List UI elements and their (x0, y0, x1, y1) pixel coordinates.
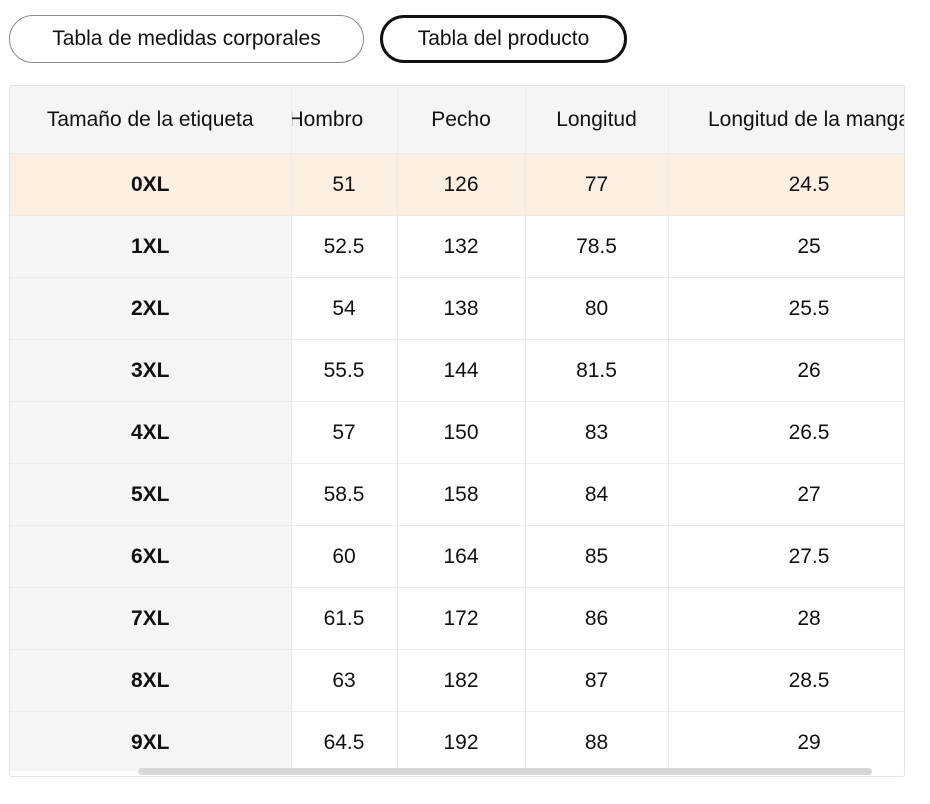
table-row: 4XL 57 150 83 26.5 (10, 401, 904, 464)
cell-sleeve: 26.5 (668, 401, 904, 464)
cell-length: 86 (525, 587, 669, 650)
cell-length: 83 (525, 401, 669, 464)
cell-length: 85 (525, 525, 669, 588)
cell-sleeve: 25 (668, 215, 904, 278)
header-length: Longitud (525, 86, 669, 154)
cell-chest: 182 (397, 649, 526, 712)
size-table-scroll-area: Tamaño de la etiqueta Hombro Pecho Longi… (10, 86, 904, 771)
cell-sleeve: 29 (668, 711, 904, 771)
cell-sleeve: 28.5 (668, 649, 904, 712)
table-row: 0XL 51 126 77 24.5 (10, 153, 904, 216)
cell-chest: 164 (397, 525, 526, 588)
size-table: Tamaño de la etiqueta Hombro Pecho Longi… (10, 86, 904, 771)
table-row: 8XL 63 182 87 28.5 (10, 649, 904, 712)
cell-size: 6XL (10, 525, 292, 588)
cell-length: 84 (525, 463, 669, 526)
cell-shoulder: 51 (291, 153, 398, 216)
horizontal-scrollbar[interactable] (10, 768, 904, 776)
tab-body-measurements[interactable]: Tabla de medidas corporales (9, 15, 364, 63)
cell-chest: 192 (397, 711, 526, 771)
cell-size: 4XL (10, 401, 292, 464)
cell-sleeve: 27.5 (668, 525, 904, 588)
header-size-label: Tamaño de la etiqueta (10, 86, 292, 154)
table-body: 0XL 51 126 77 24.5 1XL 52.5 132 78.5 25 2XL 54 138 80… (10, 153, 904, 771)
table-row: 3XL 55.5 144 81.5 26 (10, 339, 904, 402)
header-shoulder: Hombro (291, 86, 398, 154)
table-row: 2XL 54 138 80 25.5 (10, 277, 904, 340)
cell-size: 0XL (10, 153, 292, 216)
cell-sleeve: 27 (668, 463, 904, 526)
cell-chest: 150 (397, 401, 526, 464)
cell-shoulder: 60 (291, 525, 398, 588)
cell-chest: 158 (397, 463, 526, 526)
table-row: 5XL 58.5 158 84 27 (10, 463, 904, 526)
header-chest: Pecho (397, 86, 526, 154)
cell-chest: 138 (397, 277, 526, 340)
cell-length: 88 (525, 711, 669, 771)
cell-sleeve: 28 (668, 587, 904, 650)
cell-size: 9XL (10, 711, 292, 771)
cell-size: 8XL (10, 649, 292, 712)
cell-shoulder: 63 (291, 649, 398, 712)
cell-chest: 126 (397, 153, 526, 216)
cell-sleeve: 25.5 (668, 277, 904, 340)
cell-size: 7XL (10, 587, 292, 650)
cell-length: 78.5 (525, 215, 669, 278)
cell-shoulder: 52.5 (291, 215, 398, 278)
cell-shoulder: 57 (291, 401, 398, 464)
cell-size: 2XL (10, 277, 292, 340)
scrollbar-thumb[interactable] (138, 768, 872, 775)
cell-size: 5XL (10, 463, 292, 526)
cell-length: 77 (525, 153, 669, 216)
cell-length: 81.5 (525, 339, 669, 402)
cell-size: 1XL (10, 215, 292, 278)
table-row: 6XL 60 164 85 27.5 (10, 525, 904, 588)
cell-length: 80 (525, 277, 669, 340)
size-table-container[interactable]: Tamaño de la etiqueta Hombro Pecho Longi… (9, 85, 905, 777)
cell-shoulder: 61.5 (291, 587, 398, 650)
cell-chest: 132 (397, 215, 526, 278)
cell-chest: 172 (397, 587, 526, 650)
cell-chest: 144 (397, 339, 526, 402)
cell-shoulder: 58.5 (291, 463, 398, 526)
cell-sleeve: 24.5 (668, 153, 904, 216)
table-row: 9XL 64.5 192 88 29 (10, 711, 904, 771)
cell-shoulder: 64.5 (291, 711, 398, 771)
table-row: 1XL 52.5 132 78.5 25 (10, 215, 904, 278)
cell-size: 3XL (10, 339, 292, 402)
cell-sleeve: 26 (668, 339, 904, 402)
table-header-row: Tamaño de la etiqueta Hombro Pecho Longi… (10, 86, 904, 154)
cell-shoulder: 55.5 (291, 339, 398, 402)
table-row: 7XL 61.5 172 86 28 (10, 587, 904, 650)
cell-length: 87 (525, 649, 669, 712)
tab-product-chart[interactable]: Tabla del producto (380, 15, 627, 63)
header-sleeve-length: Longitud de la manga (668, 86, 904, 154)
cell-shoulder: 54 (291, 277, 398, 340)
